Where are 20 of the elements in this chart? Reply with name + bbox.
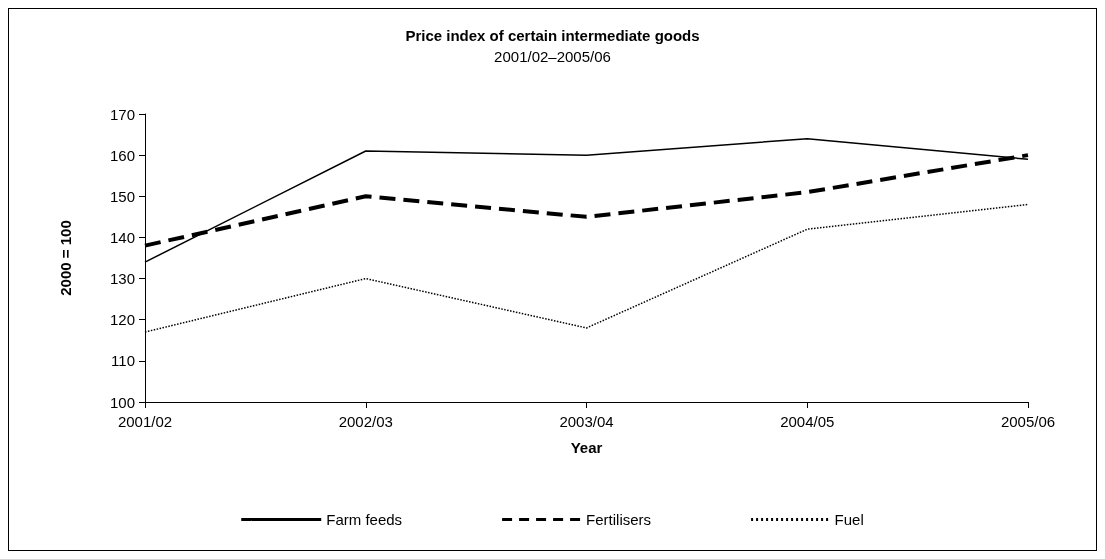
y-axis-title: 2000 = 100 [57, 220, 74, 296]
y-tick-label: 140 [109, 228, 135, 246]
x-tick-label: 2004/05 [780, 413, 835, 430]
legend-label: Fertilisers [586, 511, 652, 528]
y-tick-label: 100 [109, 393, 135, 411]
y-tick-label: 110 [111, 352, 135, 370]
y-tick-label: 170 [109, 105, 135, 123]
x-tick-label: 2002/03 [338, 413, 393, 430]
x-tick-label: 2001/02 [117, 413, 173, 430]
x-tick-label: 2005/06 [1000, 413, 1056, 430]
legend-label: Farm feeds [326, 511, 403, 528]
y-tick-label: 130 [109, 270, 135, 288]
legend-label: Fuel [834, 511, 864, 528]
y-tick-label: 160 [109, 146, 135, 164]
x-tick-label: 2003/04 [559, 413, 614, 430]
chart-title: Price index of certain intermediate goods [405, 27, 700, 44]
y-tick-label: 150 [109, 187, 135, 205]
chart-subtitle: 2001/02–2005/06 [494, 48, 611, 65]
x-axis-title: Year [570, 439, 603, 456]
y-tick-label: 120 [109, 311, 135, 329]
